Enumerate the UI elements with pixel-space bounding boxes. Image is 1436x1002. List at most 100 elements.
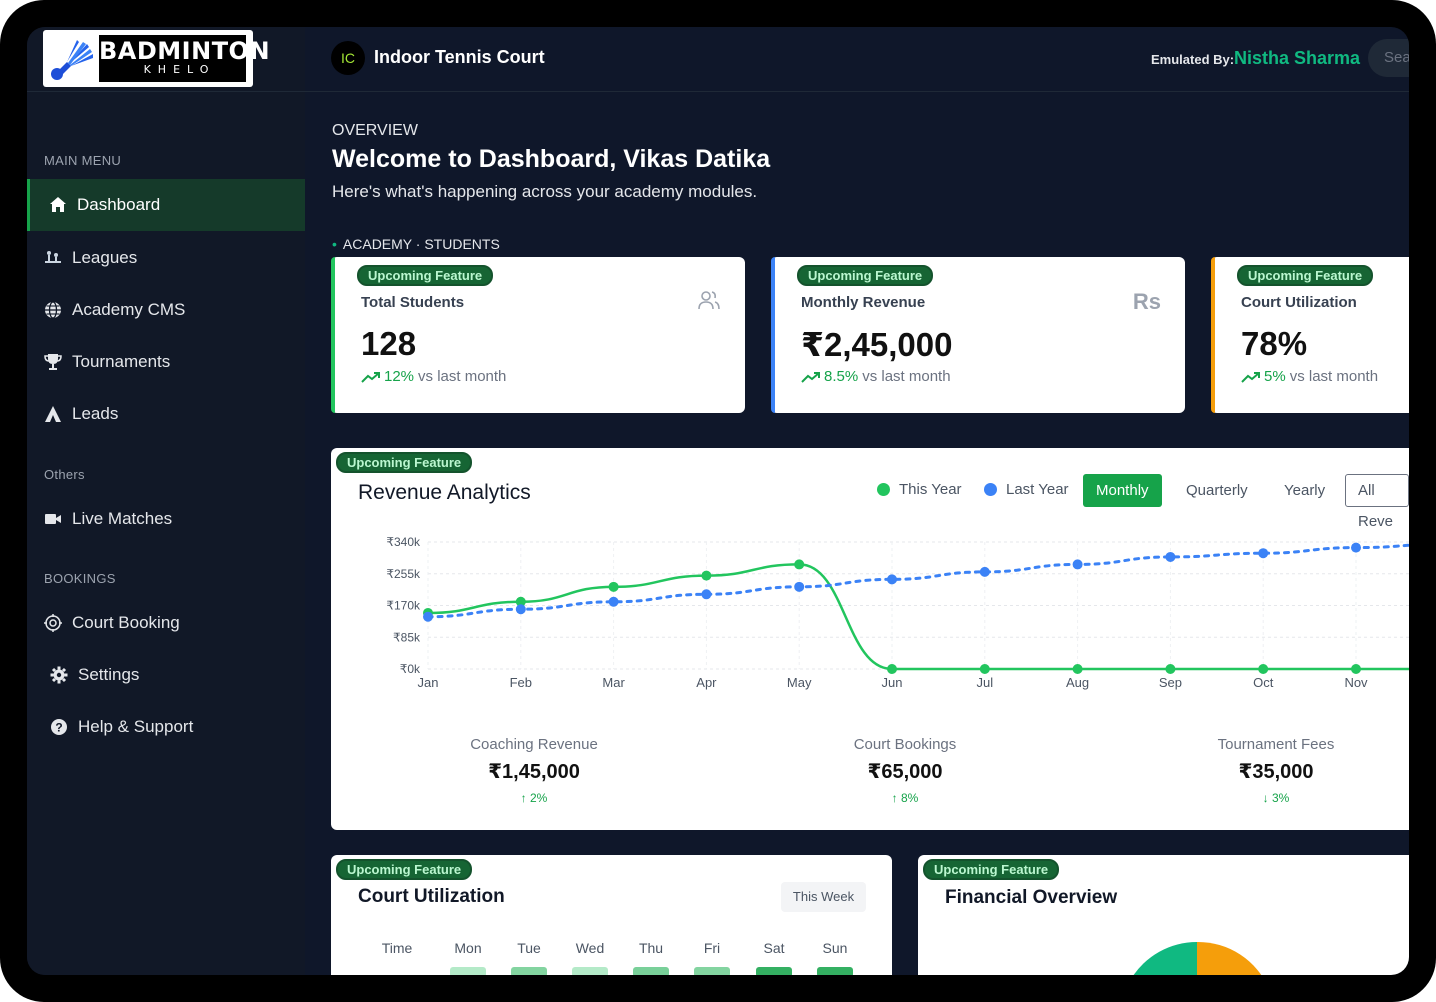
- summary-change: ↑ 8%: [891, 791, 919, 805]
- x-tick-label: Feb: [510, 675, 532, 690]
- summary-label: Coaching Revenue: [470, 736, 598, 753]
- y-tick-label: ₹85k: [393, 630, 421, 644]
- data-point: [794, 581, 805, 592]
- stat-value: 128: [361, 325, 417, 362]
- data-point: [887, 664, 897, 674]
- heatmap-column-header: Thu: [638, 940, 664, 956]
- sidebar-item-court-booking[interactable]: Court Booking: [27, 603, 305, 643]
- help-icon: ?: [49, 717, 69, 737]
- heatmap-cell[interactable]: [694, 967, 730, 975]
- rupee-icon: Rs: [1132, 289, 1161, 314]
- emulated-user-name[interactable]: Nistha Sharma: [1234, 48, 1361, 68]
- data-point: [1258, 548, 1269, 559]
- section-dot: •: [332, 236, 337, 252]
- shuttlecock-icon: [51, 40, 93, 80]
- upcoming-feature-badge: Upcoming Feature: [923, 859, 1060, 880]
- data-point: [1351, 542, 1361, 553]
- sidebar-item-live-matches[interactable]: Live Matches: [27, 499, 305, 539]
- sidebar-item-label: Live Matches: [72, 509, 173, 528]
- sidebar-item-academy-cms[interactable]: Academy CMS: [27, 290, 305, 330]
- sidebar-item-label: Leagues: [72, 248, 138, 267]
- revenue-filter-select[interactable]: All Reve: [1345, 474, 1409, 530]
- tab-quarterly[interactable]: Quarterly: [1186, 482, 1248, 499]
- sidebar-item-tournaments[interactable]: Tournaments: [27, 342, 305, 382]
- stat-value: ₹2,45,000: [801, 326, 953, 363]
- tab-monthly[interactable]: Monthly: [1083, 474, 1162, 507]
- data-point: [794, 559, 805, 570]
- x-tick-label: Sep: [1159, 675, 1182, 690]
- stat-label: Monthly Revenue: [801, 294, 926, 311]
- app-screen: BADMINTON KHELO MAIN MENU Dashboard Leag…: [27, 27, 1409, 975]
- financial-overview-title: Financial Overview: [945, 887, 1118, 908]
- stat-change-suffix: vs last month: [862, 368, 951, 385]
- data-point: [423, 611, 433, 622]
- x-tick-label: Jan: [418, 675, 439, 690]
- brand-logo[interactable]: BADMINTON KHELO: [43, 30, 270, 87]
- sidebar-item-label: Court Booking: [72, 613, 180, 632]
- week-range-select[interactable]: This Week: [781, 882, 866, 912]
- stat-trend: 12% vs last month: [361, 368, 506, 385]
- legend-label: Last Year: [1006, 481, 1069, 498]
- sidebar-item-label: Help & Support: [78, 717, 194, 736]
- heatmap-cell[interactable]: [633, 967, 669, 975]
- data-point: [515, 596, 526, 607]
- stat-label: Total Students: [361, 294, 465, 311]
- summary-change: ↓ 3%: [1262, 791, 1290, 805]
- data-point: [979, 664, 990, 674]
- y-tick-label: ₹255k: [386, 567, 421, 581]
- emulated-by-label: Emulated By:: [1151, 52, 1235, 67]
- sidebar-item-help-support[interactable]: ? Help & Support: [27, 707, 305, 747]
- heatmap-column-header: Sun: [822, 940, 848, 956]
- leads-icon: [43, 404, 63, 424]
- data-point: [701, 570, 712, 581]
- data-point: [515, 604, 526, 615]
- heatmap-cell[interactable]: [817, 967, 853, 975]
- x-tick-label: May: [787, 675, 812, 690]
- revenue-analytics-panel: [331, 448, 1409, 830]
- overview-label: OVERVIEW: [332, 122, 418, 139]
- legend-last-year[interactable]: Last Year: [984, 481, 1069, 498]
- heatmap-cell[interactable]: [756, 967, 792, 975]
- stat-change-suffix: vs last month: [418, 368, 507, 385]
- league-icon: [43, 248, 63, 268]
- sidebar: BADMINTON KHELO MAIN MENU Dashboard Leag…: [27, 27, 305, 975]
- page-title: Welcome to Dashboard, Vikas Datika: [332, 145, 771, 173]
- sidebar-item-label: Dashboard: [77, 195, 161, 214]
- data-point: [1072, 664, 1083, 674]
- tab-yearly[interactable]: Yearly: [1284, 482, 1326, 499]
- pie-slice-green: [1133, 941, 1197, 975]
- summary-coaching-revenue: Coaching Revenue ₹1,45,000 ↑ 2%: [434, 736, 634, 805]
- stat-change-suffix: vs last month: [1289, 368, 1379, 385]
- card-accent-bar: [331, 257, 335, 413]
- users-icon: [697, 289, 721, 317]
- section-others: Others: [44, 467, 85, 482]
- brand-wordmark: BADMINTON KHELO: [99, 35, 270, 82]
- x-tick-label: Jul: [976, 675, 993, 690]
- x-tick-label: Oct: [1253, 675, 1274, 690]
- search-input[interactable]: Sea: [1368, 39, 1409, 77]
- sidebar-item-label: Leads: [72, 404, 119, 423]
- x-tick-label: Nov: [1344, 675, 1368, 690]
- legend-this-year[interactable]: This Year: [877, 481, 962, 498]
- sidebar-item-settings[interactable]: Settings: [27, 655, 305, 695]
- x-tick-label: Jun: [882, 675, 903, 690]
- upcoming-feature-badge: Upcoming Feature: [336, 859, 473, 880]
- trend-up-icon: [1241, 371, 1260, 383]
- heatmap-cell[interactable]: [450, 967, 486, 975]
- revenue-line-chart: ₹0k ₹85k ₹170k ₹255k ₹340k Jan Feb Mar Apr May Jun…: [386, 535, 1409, 690]
- court-avatar: IC: [331, 41, 365, 75]
- sidebar-item-dashboard[interactable]: Dashboard: [27, 179, 305, 231]
- upcoming-feature-badge: Upcoming Feature: [1237, 265, 1374, 286]
- legend-dot: [984, 483, 997, 496]
- summary-label: Tournament Fees: [1217, 736, 1335, 753]
- sidebar-item-leads[interactable]: Leads: [27, 394, 305, 434]
- home-icon: [48, 195, 68, 215]
- stat-label: Court Utilization: [1241, 294, 1357, 311]
- y-tick-label: ₹170k: [386, 599, 421, 613]
- sidebar-divider: [27, 91, 305, 92]
- heatmap-cell[interactable]: [511, 967, 547, 975]
- heatmap-cell[interactable]: [572, 967, 608, 975]
- court-title[interactable]: Indoor Tennis Court: [374, 47, 545, 67]
- y-tick-label: ₹340k: [386, 535, 421, 549]
- sidebar-item-leagues[interactable]: Leagues: [27, 238, 305, 278]
